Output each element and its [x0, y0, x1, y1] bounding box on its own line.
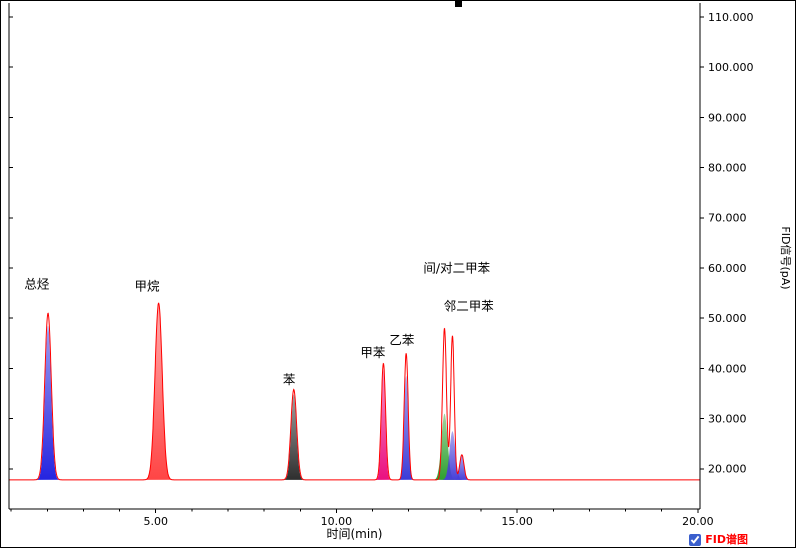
peak-fill-7	[453, 454, 471, 480]
fid-trace	[9, 302, 700, 481]
peak-fill-6	[440, 431, 464, 480]
peak-fill-2	[282, 394, 305, 480]
peak-label: 甲苯	[360, 345, 386, 360]
peak-fill-0	[35, 325, 61, 480]
x-axis-title: 时间(min)	[327, 527, 383, 541]
fid-trace-label[interactable]: FID谱图	[705, 533, 748, 546]
peak-fill-3	[375, 369, 392, 480]
y-axis-title: FID信号(pA)	[779, 226, 792, 289]
y-tick-label: 40.000	[708, 362, 747, 375]
peak-fill-1	[144, 305, 174, 480]
peak-label: 总烃	[24, 276, 50, 291]
peak-label: 甲烷	[135, 278, 161, 293]
peak-fill-5	[432, 413, 457, 480]
fid-trace-checkbox[interactable]	[689, 533, 702, 546]
y-tick-label: 50.000	[708, 312, 747, 325]
y-tick-label: 80.000	[708, 161, 747, 174]
y-tick-label: 110.000	[708, 11, 754, 24]
x-tick-label: 10.00	[321, 515, 353, 528]
x-tick-label: 15.00	[501, 515, 533, 528]
window-top-notch	[455, 1, 462, 7]
y-tick-label: 60.000	[708, 262, 747, 275]
y-tick-label: 30.000	[708, 412, 747, 425]
peak-label: 间/对二甲苯	[423, 260, 490, 275]
fid-trace-toggle: FID谱图	[689, 533, 748, 546]
peak-label: 邻二甲苯	[444, 299, 495, 314]
peak-label: 苯	[283, 372, 296, 387]
peak-label: 乙苯	[389, 333, 415, 348]
y-tick-label: 70.000	[708, 212, 747, 225]
y-tick-label: 100.000	[708, 61, 754, 74]
x-tick-label: 20.00	[682, 515, 714, 528]
y-tick-label: 20.000	[708, 463, 747, 476]
y-tick-label: 90.000	[708, 111, 747, 124]
peak-fill-4	[397, 376, 415, 480]
x-tick-label: 5.00	[143, 515, 168, 528]
